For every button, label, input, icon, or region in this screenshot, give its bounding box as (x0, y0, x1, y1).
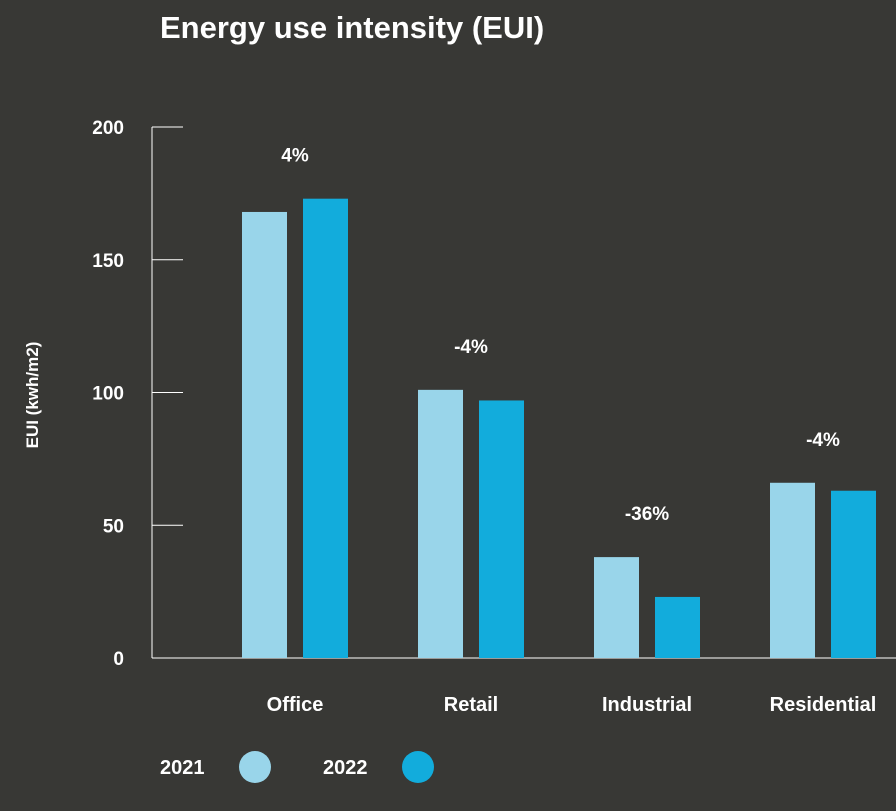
bar-residential-2021 (770, 482, 815, 658)
bar-residential-2022 (831, 490, 876, 658)
legend-label-2022: 2022 (323, 757, 368, 779)
bar-industrial-2022 (655, 596, 700, 658)
y-axis-label: EUI (kwh/m2) (23, 342, 42, 449)
y-tick-label-50: 50 (103, 516, 124, 537)
bar-retail-2021 (418, 389, 463, 658)
y-tick-label-100: 100 (92, 384, 124, 405)
x-tick-label-residential: Residential (770, 694, 877, 716)
change-label-residential: -4% (806, 430, 840, 451)
y-tick-label-0: 0 (113, 649, 124, 670)
bar-office-2022 (303, 198, 348, 658)
bar-industrial-2021 (594, 557, 639, 658)
change-label-office: 4% (281, 146, 309, 167)
change-label-industrial: -36% (625, 504, 669, 525)
x-tick-label-industrial: Industrial (602, 694, 692, 716)
x-tick-label-retail: Retail (444, 694, 498, 716)
x-tick-label-office: Office (267, 694, 324, 716)
chart-title: Energy use intensity (EUI) (160, 10, 544, 45)
bar-office-2021 (242, 211, 287, 658)
y-tick-label-150: 150 (92, 251, 124, 272)
legend-label-2021: 2021 (160, 757, 205, 779)
bar-retail-2022 (479, 400, 524, 658)
legend-swatch-2022 (402, 751, 434, 783)
legend-swatch-2021 (239, 751, 271, 783)
plot-area: 0 50 100 150 200 Office 4% Retail -4% Industrial -… (92, 118, 896, 783)
change-label-retail: -4% (454, 337, 488, 358)
y-tick-label-200: 200 (92, 118, 124, 139)
